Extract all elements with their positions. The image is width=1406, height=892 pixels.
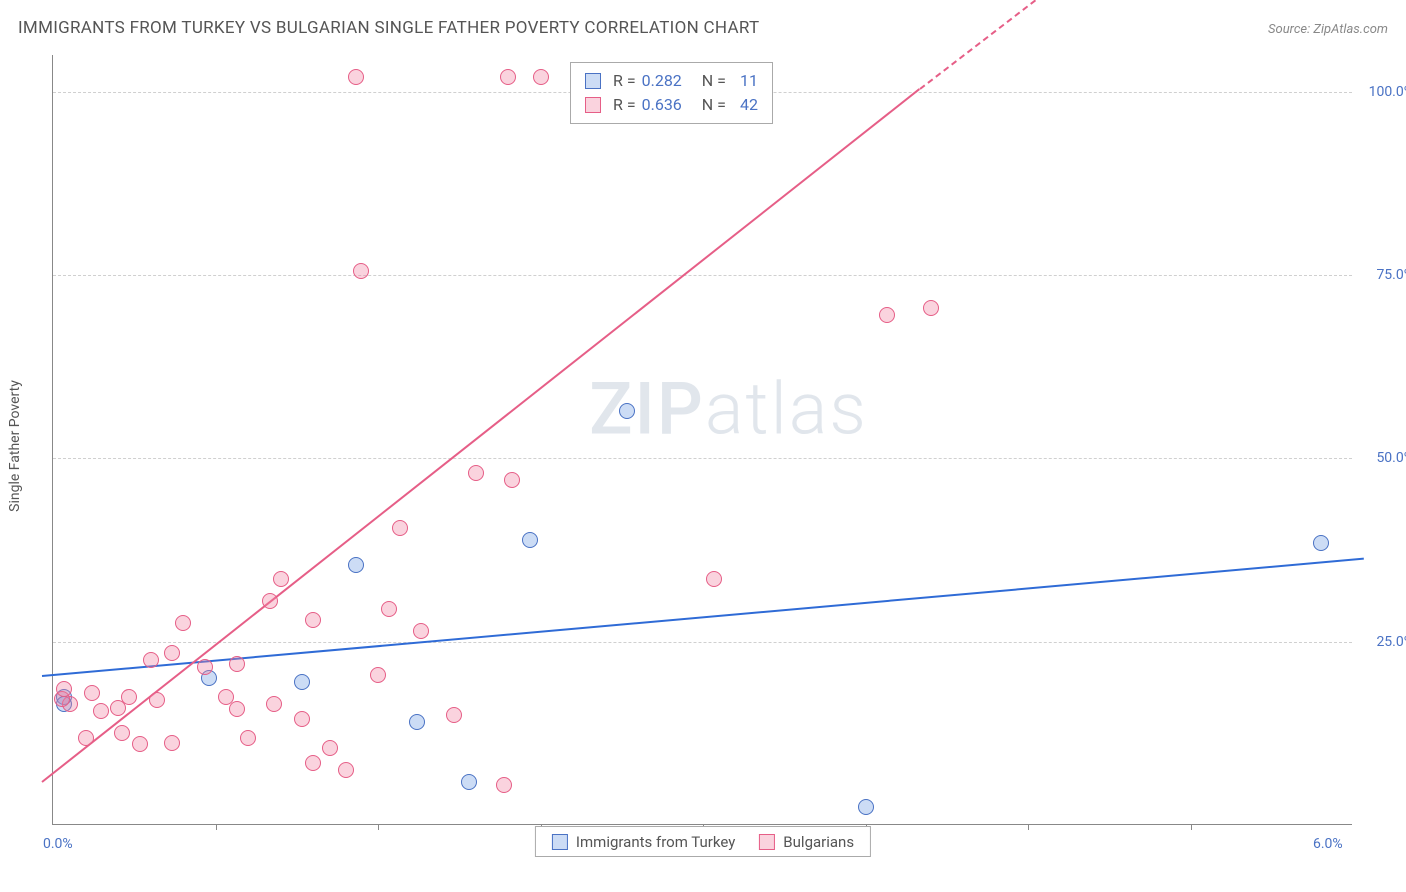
r-label: R =	[613, 93, 636, 117]
data-point	[84, 685, 100, 701]
y-tick-label: 75.0%	[1376, 267, 1406, 283]
n-value: 42	[732, 93, 758, 117]
legend-item: Immigrants from Turkey	[552, 832, 735, 851]
r-label: R =	[613, 69, 636, 93]
x-tick	[1028, 824, 1029, 830]
data-point	[322, 740, 338, 756]
data-point	[294, 674, 310, 690]
data-point	[706, 571, 722, 587]
legend-swatch	[552, 834, 568, 850]
regression-line	[919, 0, 1202, 90]
legend-stats-row: R = 0.282 N = 11	[585, 69, 758, 93]
data-point	[468, 465, 484, 481]
legend-swatch	[585, 97, 601, 113]
data-point	[121, 689, 137, 705]
x-tick-label: 6.0%	[1313, 836, 1343, 852]
data-point	[197, 659, 213, 675]
legend-stats-row: R = 0.636 N = 42	[585, 93, 758, 117]
n-label: N =	[702, 93, 726, 117]
gridline	[53, 275, 1352, 276]
data-point	[93, 703, 109, 719]
n-value: 11	[732, 69, 758, 93]
data-point	[533, 69, 549, 85]
x-tick	[1191, 824, 1192, 830]
r-value: 0.636	[642, 93, 682, 117]
data-point	[381, 601, 397, 617]
data-point	[500, 69, 516, 85]
x-tick-label: 0.0%	[43, 836, 73, 852]
data-point	[114, 725, 130, 741]
data-point	[305, 755, 321, 771]
data-point	[56, 681, 72, 697]
data-point	[879, 307, 895, 323]
data-point	[164, 645, 180, 661]
data-point	[496, 777, 512, 793]
data-point	[229, 701, 245, 717]
data-point	[143, 652, 159, 668]
data-point	[305, 612, 321, 628]
data-point	[858, 799, 874, 815]
watermark-bold: ZIP	[589, 366, 705, 451]
source-attribution: Source: ZipAtlas.com	[1268, 22, 1388, 37]
data-point	[78, 730, 94, 746]
watermark-light: atlas	[705, 366, 868, 451]
gridline	[53, 458, 1352, 459]
data-point	[370, 667, 386, 683]
y-tick-label: 100.0%	[1369, 84, 1406, 100]
data-point	[149, 692, 165, 708]
data-point	[409, 714, 425, 730]
data-point	[504, 472, 520, 488]
data-point	[392, 520, 408, 536]
data-point	[164, 735, 180, 751]
n-label: N =	[702, 69, 726, 93]
data-point	[522, 532, 538, 548]
gridline	[53, 642, 1352, 643]
data-point	[262, 593, 278, 609]
chart-plot-area: ZIPatlas 25.0%50.0%75.0%100.0%0.0%6.0%	[52, 55, 1352, 825]
data-point	[1313, 535, 1329, 551]
y-tick-label: 50.0%	[1376, 450, 1406, 466]
data-point	[294, 711, 310, 727]
y-tick-label: 25.0%	[1376, 634, 1406, 650]
x-tick	[378, 824, 379, 830]
y-axis-label: Single Father Poverty	[7, 380, 23, 512]
data-point	[266, 696, 282, 712]
data-point	[461, 774, 477, 790]
legend-swatch	[759, 834, 775, 850]
data-point	[348, 69, 364, 85]
data-point	[353, 263, 369, 279]
legend-label: Immigrants from Turkey	[576, 833, 735, 851]
data-point	[240, 730, 256, 746]
r-value: 0.282	[642, 69, 682, 93]
legend-series: Immigrants from Turkey Bulgarians	[535, 826, 871, 857]
data-point	[413, 623, 429, 639]
data-point	[619, 403, 635, 419]
data-point	[338, 762, 354, 778]
data-point	[923, 300, 939, 316]
data-point	[132, 736, 148, 752]
data-point	[273, 571, 289, 587]
data-point	[175, 615, 191, 631]
regression-line	[42, 88, 921, 783]
data-point	[229, 656, 245, 672]
chart-title: IMMIGRANTS FROM TURKEY VS BULGARIAN SING…	[18, 18, 759, 38]
data-point	[348, 557, 364, 573]
legend-item: Bulgarians	[759, 832, 854, 851]
legend-label: Bulgarians	[783, 833, 854, 851]
data-point	[446, 707, 462, 723]
legend-stats: R = 0.282 N = 11 R = 0.636 N = 42	[570, 62, 773, 124]
x-tick	[216, 824, 217, 830]
legend-swatch	[585, 73, 601, 89]
